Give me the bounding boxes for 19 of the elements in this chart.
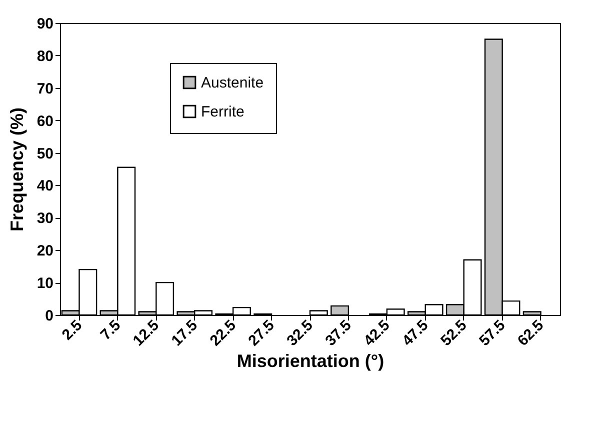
x-tick-label: 47.5 bbox=[399, 316, 432, 350]
y-tick-label: 0 bbox=[45, 308, 54, 324]
x-tick-label: 42.5 bbox=[360, 316, 394, 350]
y-tick-label: 30 bbox=[36, 210, 54, 228]
y-tick-label: 80 bbox=[36, 48, 54, 65]
y-axis-title: Frequency (%) bbox=[6, 107, 27, 232]
y-tick-label: 90 bbox=[36, 16, 54, 32]
y-tick-label: 40 bbox=[36, 178, 54, 195]
x-axis-title: Misorientation (°) bbox=[236, 350, 384, 371]
legend-label: Austenite bbox=[201, 74, 264, 92]
x-tick-label: 7.5 bbox=[97, 316, 124, 344]
y-tick-label: 70 bbox=[36, 80, 54, 98]
y-tick-label: 10 bbox=[36, 275, 54, 292]
x-tick-label: 2.5 bbox=[58, 316, 86, 344]
x-tick-label: 62.5 bbox=[514, 316, 548, 350]
y-tick-label: 20 bbox=[36, 242, 54, 260]
legend-label: Ferrite bbox=[201, 104, 244, 120]
y-tick-label: 50 bbox=[36, 145, 54, 162]
y-tick-label: 60 bbox=[36, 112, 54, 130]
